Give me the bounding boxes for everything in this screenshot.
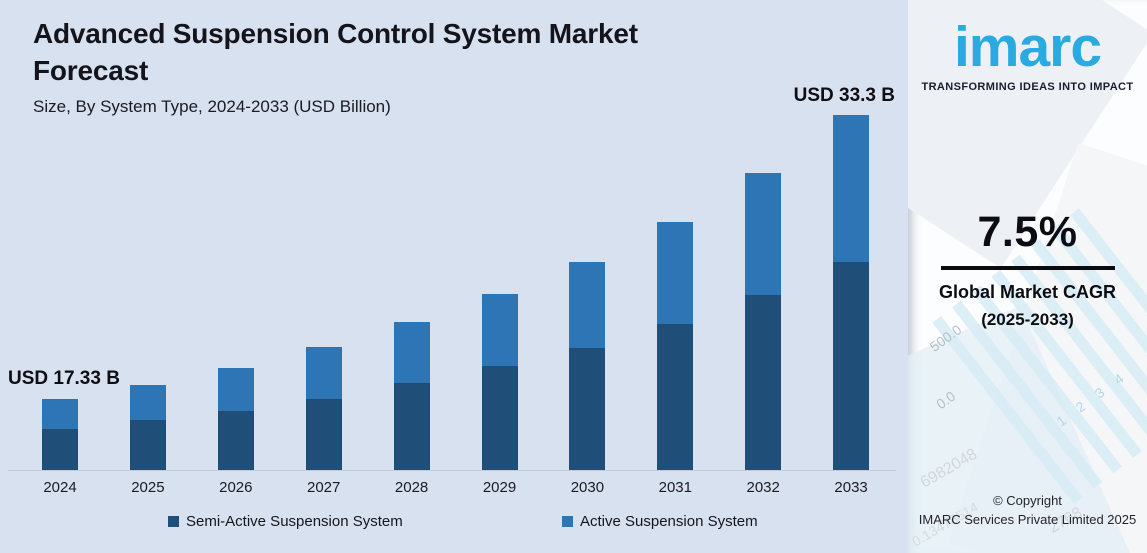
bar-2028-active-segment [393, 322, 430, 383]
legend-item-semi-active: Semi-Active Suspension System [168, 513, 403, 530]
chart-header: Advanced Suspension Control System Marke… [33, 16, 833, 117]
cagr-divider-rule [940, 266, 1115, 270]
legend-swatch-semi-active [168, 516, 179, 527]
brand-side-panel: 500.0 0.0 1 2 3 4 6982048 0.13478514 2768 ima… [908, 0, 1147, 553]
x-axis-label-2033: 2033 [834, 479, 868, 496]
imarc-logo-tagline: TRANSFORMING IDEAS INTO IMPACT [921, 80, 1134, 93]
bar-2025-active-segment [129, 385, 166, 420]
bar-2027-active-segment [305, 347, 342, 399]
bar-2030-active-segment [569, 262, 606, 348]
x-axis-label-2031: 2031 [658, 479, 692, 496]
x-axis-label-2027: 2027 [307, 479, 341, 496]
watermark-number: 6982048 [917, 445, 981, 492]
chart-panel: Advanced Suspension Control System Marke… [0, 0, 908, 553]
copyright-line2: IMARC Services Private Limited 2025 [918, 512, 1137, 528]
bar-2024-semi-active-segment [42, 429, 78, 470]
chart-title-line2: Forecast [33, 54, 149, 86]
bar-2031-semi-active-segment [657, 324, 694, 470]
x-axis-label-2032: 2032 [746, 479, 780, 496]
bar-2025-semi-active-segment [129, 420, 166, 470]
bar-2032-semi-active-segment [745, 295, 782, 470]
chart-title-line1: Advanced Suspension Control System Marke… [33, 18, 638, 49]
x-axis-label-2028: 2028 [394, 479, 429, 496]
legend-item-active: Active Suspension System [562, 513, 758, 530]
bar-2029-active-segment [481, 294, 518, 366]
bar-2024-active-segment [42, 399, 78, 429]
bar-2026-semi-active-segment [217, 411, 254, 470]
watermark-number: 0.0 [933, 387, 959, 413]
x-axis-label-2025: 2025 [131, 479, 165, 496]
watermark-number: 1 2 3 4 [1053, 366, 1132, 430]
imarc-logo: imarc TRANSFORMING IDEAS INTO IMPACT [908, 15, 1147, 93]
copyright-line1: © Copyright [993, 493, 1062, 509]
legend-label-semi-active: Semi-Active Suspension System [186, 513, 403, 530]
legend-label-active: Active Suspension System [580, 513, 758, 530]
cagr-label-line1: Global Market CAGR [938, 282, 1117, 302]
cagr-value: 7.5% [977, 208, 1078, 256]
bar-2029-semi-active-segment [481, 366, 518, 470]
x-axis-label-2029: 2029 [482, 479, 517, 496]
x-axis-label-2024: 2024 [43, 479, 77, 496]
imarc-logo-text: imarc [953, 15, 1102, 79]
chart-title: Advanced Suspension Control System Marke… [33, 16, 823, 90]
bar-2033-semi-active-segment [833, 262, 870, 470]
cagr-label-line2: (2025-2033) [981, 310, 1074, 329]
chart-subtitle: Size, By System Type, 2024-2033 (USD Bil… [33, 96, 391, 116]
annotation-2033-value: USD 33.3 B [793, 85, 895, 106]
x-axis-label-2030: 2030 [570, 479, 605, 496]
bar-2028-semi-active-segment [393, 383, 430, 470]
annotation-2024-value: USD 17.33 B [8, 368, 120, 389]
annotation-2033-wrap: USD 33.3 B [0, 85, 895, 107]
cagr-block: 7.5% Global Market CAGR (2025-2033) [908, 208, 1147, 330]
x-axis-line [8, 470, 896, 471]
legend-swatch-active [562, 516, 573, 527]
bar-2026-active-segment [217, 368, 254, 411]
chart-legend: Semi-Active Suspension System Active Susp… [0, 510, 908, 540]
bar-2032-active-segment [745, 173, 782, 295]
x-axis-label-2026: 2026 [219, 479, 253, 496]
copyright-block: © Copyright IMARC Services Private Limit… [908, 492, 1147, 530]
bar-2033-active-segment [833, 115, 870, 262]
bar-2030-semi-active-segment [569, 348, 606, 470]
bar-2031-active-segment [657, 222, 694, 324]
bar-2027-semi-active-segment [305, 399, 342, 470]
